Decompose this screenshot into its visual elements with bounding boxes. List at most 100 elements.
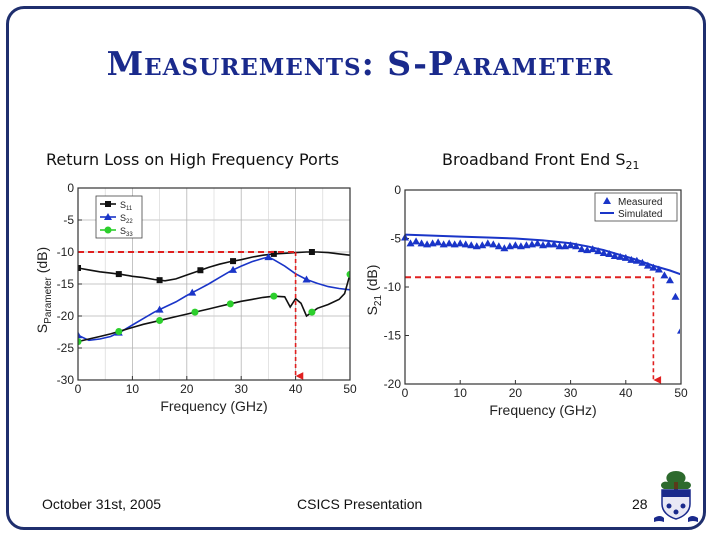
right-ytick-label: -10 (384, 280, 402, 294)
right-series-measured-point (677, 328, 680, 334)
left-chart-subtitle: Return Loss on High Frequency Ports (46, 150, 340, 169)
left-ytick-label: -15 (57, 277, 75, 291)
right-subtitle-sub: 21 (625, 159, 640, 173)
right-xtick-label: 30 (564, 386, 578, 400)
right-ytick-label: -5 (390, 232, 401, 246)
right-series-measured-point (445, 239, 454, 247)
right-series-measured-point (483, 239, 492, 247)
left-series-s33-point (346, 270, 350, 278)
right-series-measured-point (610, 251, 619, 259)
left-legend-label: S33 (120, 226, 133, 238)
right-subtitle-main: Broadband Front End S (442, 150, 626, 169)
left-series-s33-point (191, 308, 199, 316)
right-series-measured-point (627, 255, 636, 263)
left-series-s22-point (229, 265, 238, 273)
right-series-measured-point (555, 242, 564, 250)
right-ytick-label: -20 (384, 377, 402, 391)
left-xtick-label: 50 (343, 382, 357, 396)
left-series-s11-line (78, 251, 350, 282)
left-legend-swatch-marker (104, 213, 112, 220)
left-ytick-label: -20 (57, 309, 75, 323)
right-ylabel-sub: 21 (373, 295, 384, 307)
left-xlabel: Frequency (GHz) (160, 398, 267, 414)
right-series-measured-point (434, 238, 443, 246)
right-plot-area (405, 190, 681, 384)
left-series-s11-point (78, 265, 81, 271)
left-series-s11-point (230, 258, 237, 265)
right-series-measured-point (566, 241, 575, 249)
right-ytick-label: 0 (394, 183, 401, 197)
left-xtick-label: 40 (289, 382, 303, 396)
right-series-measured-point (572, 242, 581, 250)
left-ytick-label: -25 (57, 341, 75, 355)
footer-page-number: 28 (632, 496, 648, 512)
right-ylabel: S21 (dB) (364, 265, 384, 316)
right-series-measured-point (616, 252, 625, 260)
right-series-measured-point (500, 244, 509, 252)
left-ytick-label: 0 (67, 181, 74, 195)
s21-chart: 0 10 20 30 40 50 0 -5 -10 -15 -20 Frequency (GHz) S2… (364, 183, 688, 418)
right-series-measured-point (649, 263, 658, 271)
right-series-measured-point (594, 247, 603, 255)
left-xtick-label: 20 (180, 382, 194, 396)
left-ylabel-unit: (dB) (34, 247, 50, 277)
left-ytick-label: -30 (57, 373, 75, 387)
right-ytick-label: -15 (384, 329, 402, 343)
left-series-s22-point (155, 305, 164, 313)
left-xtick-label: 0 (75, 382, 82, 396)
left-legend-label-main: S (120, 200, 126, 210)
left-ytick-label: -10 (57, 245, 75, 259)
left-series-s33-point (78, 338, 82, 346)
right-series-measured-point (511, 241, 520, 249)
left-series-s33-point (226, 300, 234, 308)
right-series-measured-point (489, 240, 498, 248)
left-xtick-label: 10 (126, 382, 140, 396)
right-series-measured-point (478, 241, 487, 249)
left-series-s22-point (264, 253, 273, 261)
right-series-measured-point (417, 239, 426, 247)
right-xtick-label: 10 (454, 386, 468, 400)
right-series-measured-point (605, 250, 614, 258)
left-ylabel: SParameter (dB) (34, 247, 54, 333)
right-xtick-label: 50 (674, 386, 688, 400)
left-legend-label-sub: 22 (126, 219, 133, 225)
left-series-group (78, 249, 350, 346)
return-loss-chart: 0 10 20 30 40 50 0 -5 -10 -15 -20 -25 -30 Frequency (… (34, 181, 357, 414)
left-series-s11-point (197, 267, 204, 274)
left-ytick-label: -5 (63, 213, 74, 227)
left-series-s22-point (78, 331, 82, 339)
left-series-s33-point (270, 292, 278, 300)
footer-presentation: CSICS Presentation (297, 496, 423, 512)
right-legend-label: Measured (618, 197, 662, 208)
left-legend-label: S22 (120, 213, 133, 225)
right-series-measured-point (544, 240, 553, 248)
left-legend-label-sub: 11 (126, 206, 133, 212)
right-series-measured-point (467, 241, 476, 249)
right-series-measured-point (660, 271, 669, 279)
right-ylabel-main: S (364, 306, 380, 315)
right-series-measured-point (643, 261, 652, 269)
left-series-s33-point (308, 308, 316, 316)
left-xtick-label: 30 (235, 382, 249, 396)
right-series-measured-point (533, 239, 542, 247)
right-series-measured-point (456, 239, 465, 247)
left-series-s33-point (156, 316, 164, 324)
footer-date: October 31st, 2005 (42, 496, 162, 512)
right-series-simulated-line (404, 233, 680, 276)
right-chart-subtitle: Broadband Front End S21 (442, 150, 640, 172)
right-series-measured-point (588, 245, 597, 253)
right-ylabel-unit: (dB) (364, 265, 380, 295)
left-series-s11-point (308, 249, 315, 255)
slide-title: Measurements: S-Parameter (106, 44, 614, 83)
right-xtick-label: 0 (402, 386, 409, 400)
left-legend-label-sub: 33 (126, 232, 133, 238)
left-plot-frame (77, 187, 351, 381)
right-series-measured-point (577, 245, 586, 253)
right-series-group (401, 233, 680, 334)
left-legend-swatch-marker (105, 201, 111, 207)
left-series-s22-point (188, 288, 197, 296)
university-crest-icon (654, 471, 698, 522)
left-ylabel-main: S (34, 324, 50, 333)
